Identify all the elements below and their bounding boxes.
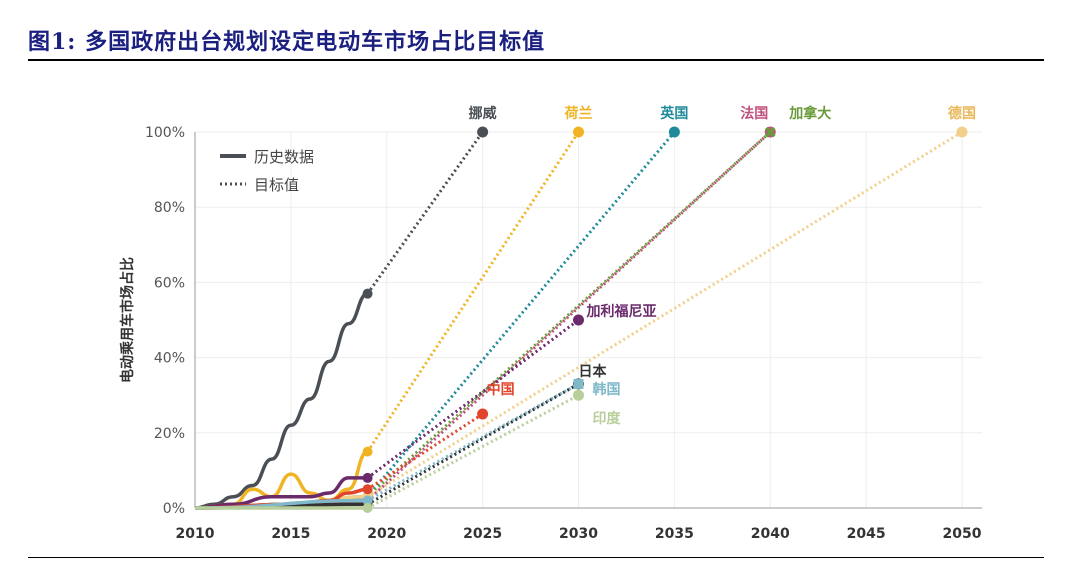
series-label: 印度 [593, 410, 622, 427]
x-tick-label: 2010 [176, 526, 215, 542]
target-line [366, 130, 963, 498]
target-point [477, 126, 489, 138]
target-point [764, 126, 776, 138]
series-8: 日本 [194, 363, 608, 510]
legend-label-history: 历史数据 [254, 148, 314, 166]
series-label: 日本 [579, 363, 608, 380]
target-point [573, 314, 584, 326]
history-line [194, 449, 369, 510]
x-tick-label: 2030 [559, 526, 598, 542]
y-tick-label: 60% [154, 275, 185, 291]
series-label: 中国 [487, 381, 515, 398]
x-tick-label: 2025 [463, 526, 502, 542]
y-axis-label: 电动乘用车市场占比 [119, 257, 136, 383]
bottom-rule [28, 557, 1044, 558]
x-tick-label: 2040 [751, 526, 790, 542]
series-label: 韩国 [593, 381, 621, 398]
target-point [573, 378, 584, 389]
series-1: 荷兰 [194, 105, 593, 510]
target-point [477, 408, 489, 420]
series-label: 荷兰 [564, 105, 593, 122]
y-tick-label: 0% [163, 501, 185, 517]
history-line [194, 476, 368, 510]
target-point [668, 126, 680, 138]
x-tick-label: 2020 [367, 526, 406, 542]
x-tick-label: 2015 [271, 526, 310, 542]
figure-title: 图1: 多国政府出台规划设定电动车市场占比目标值 [28, 29, 546, 55]
history-end-point [362, 446, 373, 457]
history-end-point [362, 484, 373, 495]
target-line [366, 130, 772, 502]
legend: 历史数据 目标值 [220, 148, 314, 194]
y-tick-label: 40% [154, 351, 185, 367]
legend-label-target: 目标值 [254, 176, 299, 194]
target-line [366, 318, 580, 480]
target-point-cross: ✖ [764, 123, 777, 142]
target-line [366, 382, 580, 502]
axes: 2010 2015 2020 2025 2030 2035 2040 2045 2050 0% 20… [145, 125, 982, 542]
history-end-point [362, 288, 373, 299]
series-label: 德国 [948, 105, 976, 122]
target-point [573, 389, 584, 401]
target-line [366, 130, 772, 498]
series-6: 加利福尼亚 [194, 303, 657, 510]
target-line [366, 131, 484, 295]
series-0: 挪威 [194, 105, 497, 510]
title-rule [28, 59, 1044, 61]
target-point [573, 126, 584, 138]
history-end-point [362, 503, 373, 513]
series-label: 英国 [659, 105, 688, 122]
grid [195, 131, 982, 508]
history-line [194, 291, 369, 510]
target-line [366, 393, 580, 510]
x-tick-label: 2050 [943, 526, 982, 542]
target-line [366, 131, 580, 453]
target-line [366, 382, 580, 506]
series-label: 加拿大 [788, 105, 831, 122]
series-9: 韩国 [194, 378, 621, 510]
series-label: 法国 [740, 105, 768, 122]
y-tick-label: 80% [154, 200, 185, 216]
series-10: 印度 [195, 389, 622, 513]
history-end-point [362, 495, 373, 506]
history-end-point [362, 472, 373, 483]
x-tick-label: 2035 [655, 526, 694, 542]
series-label: 挪威 [469, 105, 497, 122]
y-tick-label: 100% [145, 125, 185, 141]
y-tick-label: 20% [154, 426, 185, 442]
target-point [956, 126, 968, 138]
series-label: 加利福尼亚 [586, 303, 657, 320]
x-tick-label: 2045 [847, 526, 886, 542]
